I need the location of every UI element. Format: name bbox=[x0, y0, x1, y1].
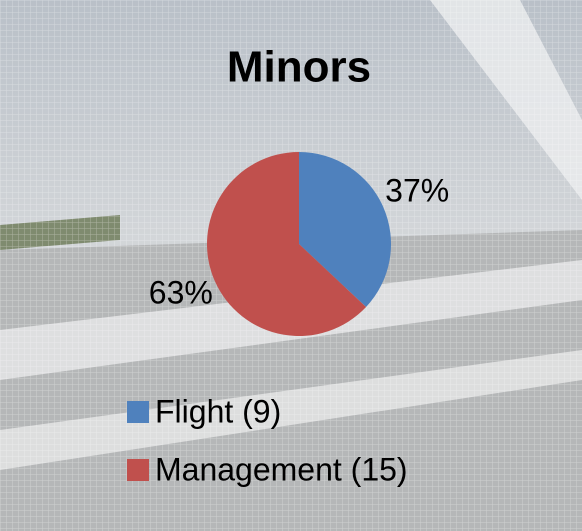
legend-swatch bbox=[127, 401, 149, 423]
chart-title: Minors bbox=[227, 43, 371, 92]
legend-label: Management (15) bbox=[155, 451, 408, 487]
legend-label: Flight (9) bbox=[155, 393, 281, 429]
data-label: 63% bbox=[149, 275, 213, 311]
data-label: 37% bbox=[385, 172, 449, 208]
chart: Minors 37% 63% Flight (9) Management (15) bbox=[0, 0, 582, 531]
legend-swatch bbox=[127, 459, 149, 481]
